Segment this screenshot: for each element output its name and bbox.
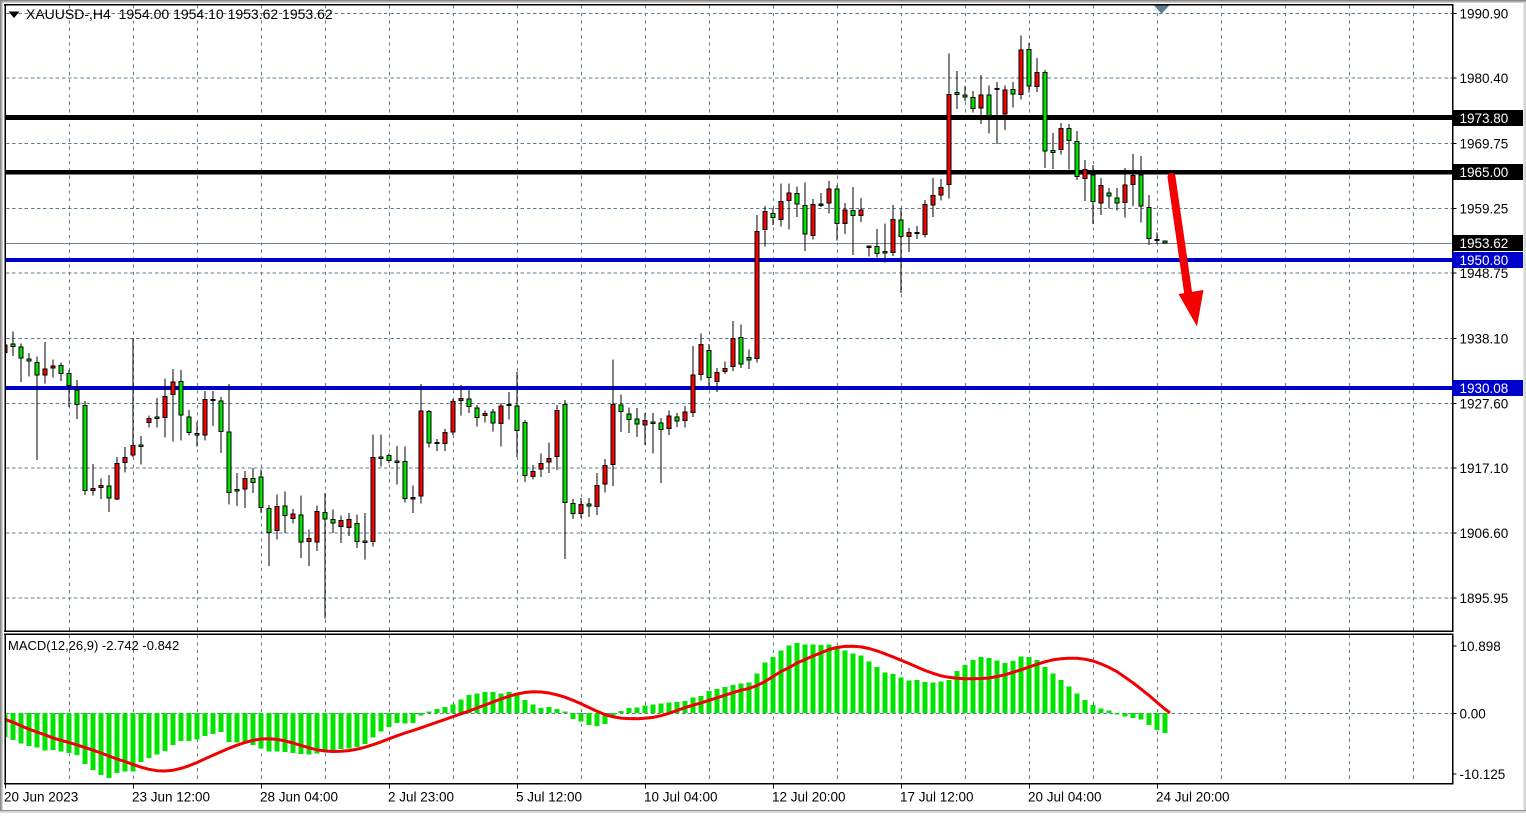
- svg-text:1927.60: 1927.60: [1460, 396, 1509, 411]
- svg-text:MACD(12,26,9) -2.742 -0.842: MACD(12,26,9) -2.742 -0.842: [8, 638, 179, 653]
- svg-text:20 Jun 2023: 20 Jun 2023: [4, 790, 78, 805]
- svg-text:10.898: 10.898: [1460, 639, 1501, 654]
- svg-text:23 Jun 12:00: 23 Jun 12:00: [132, 790, 210, 805]
- svg-text:10 Jul 04:00: 10 Jul 04:00: [644, 790, 718, 805]
- svg-text:0.00: 0.00: [1460, 706, 1486, 721]
- svg-text:24 Jul 20:00: 24 Jul 20:00: [1156, 790, 1230, 805]
- svg-text:1969.75: 1969.75: [1460, 136, 1509, 151]
- svg-text:2 Jul 23:00: 2 Jul 23:00: [388, 790, 454, 805]
- svg-text:5 Jul 12:00: 5 Jul 12:00: [516, 790, 582, 805]
- svg-text:1895.95: 1895.95: [1460, 591, 1509, 606]
- svg-text:1930.08: 1930.08: [1460, 381, 1509, 396]
- svg-text:1973.80: 1973.80: [1460, 111, 1509, 126]
- svg-text:1990.90: 1990.90: [1460, 6, 1509, 21]
- svg-text:17 Jul 12:00: 17 Jul 12:00: [900, 790, 974, 805]
- svg-text:1980.40: 1980.40: [1460, 71, 1509, 86]
- svg-text:20 Jul 04:00: 20 Jul 04:00: [1028, 790, 1102, 805]
- svg-text:1948.75: 1948.75: [1460, 266, 1509, 281]
- svg-text:1938.10: 1938.10: [1460, 331, 1509, 346]
- svg-text:28 Jun 04:00: 28 Jun 04:00: [260, 790, 338, 805]
- svg-text:1959.25: 1959.25: [1460, 201, 1509, 216]
- svg-text:1953.62: 1953.62: [1460, 236, 1509, 251]
- svg-text:-10.125: -10.125: [1460, 767, 1506, 782]
- svg-text:1965.00: 1965.00: [1460, 165, 1509, 180]
- svg-text:12 Jul 20:00: 12 Jul 20:00: [772, 790, 846, 805]
- svg-text:1950.80: 1950.80: [1460, 253, 1509, 268]
- svg-text:1906.60: 1906.60: [1460, 526, 1509, 541]
- svg-text:1917.10: 1917.10: [1460, 461, 1509, 476]
- svg-text:XAUUSD-,H4 1954.00 1954.10 19: XAUUSD-,H4 1954.00 1954.10 1953.62 1953.…: [26, 6, 333, 22]
